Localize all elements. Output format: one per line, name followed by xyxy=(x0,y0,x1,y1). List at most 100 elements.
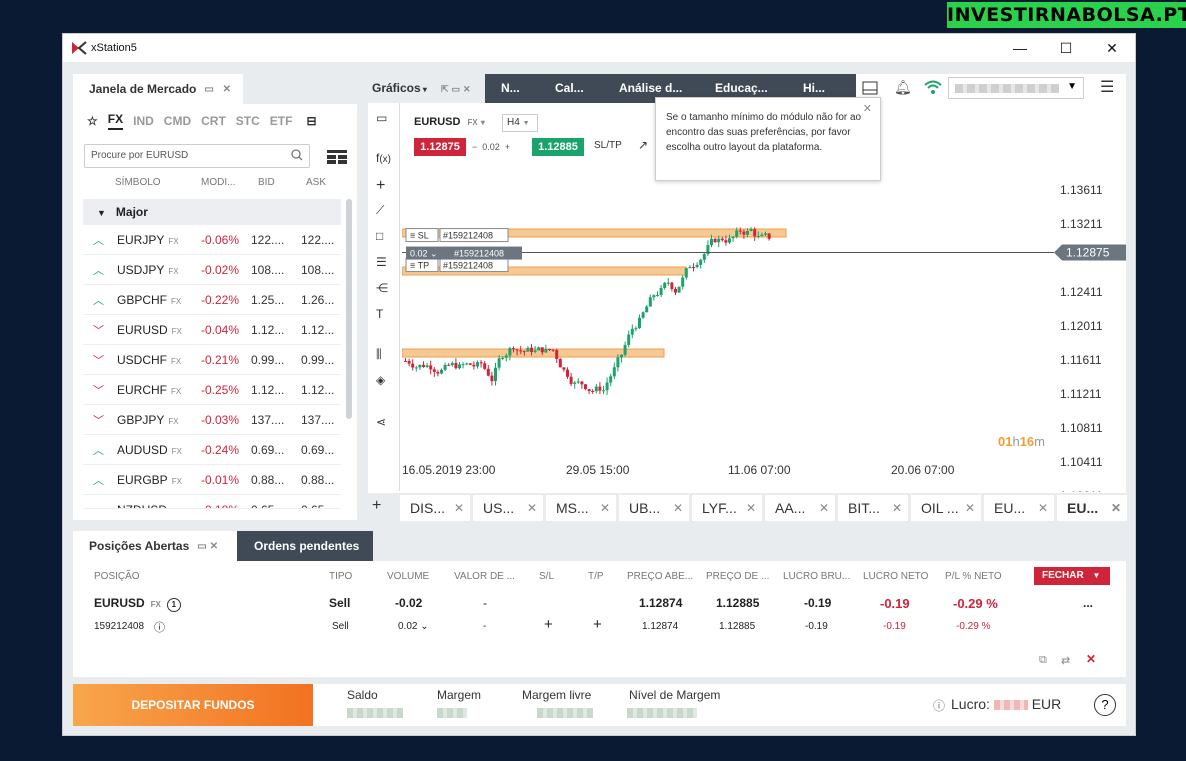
close-tab-icon[interactable]: ✕ xyxy=(964,501,975,515)
text-tool-icon[interactable]: T xyxy=(376,307,384,321)
instrument-tab[interactable]: MS... ✕ xyxy=(546,495,616,521)
price-chart[interactable]: 1.13611 1.13211 1.12411 1.12011 1.11611 1.112… xyxy=(402,154,1126,492)
positions-col[interactable]: PREÇO DE ... xyxy=(706,571,770,582)
position-sl[interactable]: + xyxy=(544,616,553,633)
favorites-star-icon[interactable]: ☆ xyxy=(87,114,98,128)
row-ask[interactable]: 1.12... xyxy=(301,383,335,397)
instrument-tab[interactable]: LYF... ✕ xyxy=(692,495,762,521)
positions-col[interactable]: POSIÇÃO xyxy=(94,571,140,582)
tab-ind[interactable]: IND xyxy=(133,114,154,128)
tab-pending-orders[interactable]: Ordens pendentes xyxy=(237,531,373,561)
tab-cmd[interactable]: CMD xyxy=(163,114,192,128)
window-controls-icon[interactable]: ⇱▭✕ xyxy=(440,84,474,94)
tab-news[interactable]: N... xyxy=(501,81,520,95)
crosshair-icon[interactable]: + xyxy=(376,177,386,194)
window-controls-icon[interactable]: ▭ ✕ xyxy=(204,83,234,95)
positions-col[interactable]: LUCRO NETO xyxy=(863,571,929,582)
search-input[interactable]: Procure por EURUSD xyxy=(84,144,310,168)
function-icon[interactable]: f(x) xyxy=(376,151,392,165)
positions-col[interactable]: S/L xyxy=(539,571,555,582)
instrument-tab[interactable]: DIS... ✕ xyxy=(400,495,470,521)
reverse-icon[interactable]: ⇄ xyxy=(1061,655,1071,667)
close-tab-icon[interactable]: ✕ xyxy=(672,501,683,515)
market-row[interactable]: ﹀ EURUSD FX -0.04% 1.12... 1.12... xyxy=(83,315,341,345)
screen-icon[interactable]: ▭ xyxy=(376,111,388,125)
row-ask[interactable]: 0.88... xyxy=(301,473,335,487)
tab-etf[interactable]: ETF xyxy=(269,114,293,128)
tab-crt[interactable]: CRT xyxy=(201,114,226,128)
info-icon[interactable]: ⓘ xyxy=(933,699,946,713)
positions-col[interactable]: TIPO xyxy=(329,571,353,582)
col-ask[interactable]: ASK xyxy=(306,177,327,188)
row-bid[interactable]: 1.12... xyxy=(251,383,285,397)
tab-graficos[interactable]: Gráficos ▾ ⇱▭✕ xyxy=(368,74,485,103)
instrument-tab[interactable]: AA... ✕ xyxy=(765,495,835,521)
market-row[interactable]: ﹀ EURCHF FX -0.25% 1.12... 1.12... xyxy=(83,375,341,405)
inbox-icon[interactable]: ⊟ xyxy=(306,114,317,128)
col-mod[interactable]: MODI... xyxy=(201,177,236,188)
instrument-tab[interactable]: BIT... ✕ xyxy=(838,495,908,521)
row-ask[interactable]: 0.99... xyxy=(301,353,335,367)
close-position-icon[interactable]: ✕ xyxy=(1086,652,1097,666)
positions-col[interactable]: P/L % NETO xyxy=(945,571,1002,582)
row-bid[interactable]: 0.69... xyxy=(251,443,285,457)
position-tp[interactable]: + xyxy=(593,616,602,633)
close-icon[interactable]: ✕ xyxy=(1106,39,1118,56)
close-tab-icon[interactable]: ✕ xyxy=(891,501,902,515)
col-symbol[interactable]: SÍMBOLO xyxy=(115,177,161,188)
instrument-tab[interactable]: EU... ✕ xyxy=(1057,495,1127,521)
bell-icon[interactable]: 🔔︎ xyxy=(894,79,912,95)
row-ask[interactable]: 1.26... xyxy=(301,293,335,307)
layout-icon[interactable] xyxy=(862,80,878,96)
row-ask[interactable]: 137.... xyxy=(301,413,335,427)
tab-education[interactable]: Educaç... xyxy=(715,81,768,95)
close-tab-icon[interactable]: ✕ xyxy=(453,501,464,515)
row-ask[interactable]: 108.... xyxy=(301,263,335,277)
group-major[interactable]: ▼ Major xyxy=(83,199,341,225)
close-tab-icon[interactable]: ✕ xyxy=(526,501,537,515)
market-row[interactable]: ︿ AUDUSD FX -0.24% 0.69... 0.69... xyxy=(83,435,341,465)
position-info-icon[interactable]: ⓘ xyxy=(154,622,165,634)
maximize-icon[interactable]: ☐ xyxy=(1059,39,1073,56)
tab-stc[interactable]: STC xyxy=(235,114,260,128)
market-row[interactable]: ︿ USDJPY FX -0.02% 108.... 108.... xyxy=(83,255,341,285)
tab-market-window[interactable]: Janela de Mercado ▭ ✕ xyxy=(73,74,243,104)
row-bid[interactable]: 1.12... xyxy=(251,323,285,337)
indicators-icon[interactable]: ⫼ xyxy=(376,347,382,361)
col-bid[interactable]: BID xyxy=(258,177,275,188)
positions-col[interactable]: PREÇO ABE... xyxy=(627,571,694,582)
positions-col[interactable]: VOLUME xyxy=(387,571,430,582)
row-bid[interactable]: 108.... xyxy=(251,263,285,277)
row-bid[interactable]: 122.... xyxy=(251,233,285,247)
instrument-tab[interactable]: UB... ✕ xyxy=(619,495,689,521)
buy-button[interactable]: 1.12885 xyxy=(532,138,584,156)
position-group-symbol[interactable]: EURUSD FX 1 xyxy=(94,596,181,612)
window-controls-icon[interactable]: ▭✕ xyxy=(197,540,222,552)
row-bid[interactable]: 137.... xyxy=(251,413,285,427)
group-more[interactable]: ... xyxy=(1083,596,1094,610)
row-ask[interactable]: 122.... xyxy=(301,233,335,247)
share-icon[interactable]: ⋖ xyxy=(376,415,387,429)
layers-icon[interactable]: ◈ xyxy=(376,373,386,387)
close-tab-icon[interactable]: ✕ xyxy=(1037,501,1048,515)
line-tool-icon[interactable]: ⟋ xyxy=(376,203,385,217)
row-bid[interactable]: 0.88... xyxy=(251,473,285,487)
add-tab-icon[interactable]: + xyxy=(372,497,382,514)
minimize-icon[interactable]: — xyxy=(1013,40,1027,56)
market-row[interactable]: ﹀ GBPJPY FX -0.03% 137.... 137.... xyxy=(83,405,341,435)
help-button[interactable]: ? xyxy=(1094,694,1116,716)
market-row[interactable]: ︿ NZDUSDFX -0.18% 0.65... 0.65... xyxy=(83,495,341,509)
row-bid[interactable]: 1.25... xyxy=(251,293,285,307)
tab-open-positions[interactable]: Posições Abertas ▭✕ xyxy=(73,531,237,561)
account-select[interactable]: ▼ xyxy=(948,77,1084,99)
copy-icon[interactable]: ⧉ xyxy=(1039,654,1047,666)
positions-col[interactable]: LUCRO BRU... xyxy=(783,571,851,582)
close-tab-icon[interactable]: ✕ xyxy=(599,501,610,515)
volume-stepper[interactable]: − 0.02 + xyxy=(472,142,511,152)
instrument-tab[interactable]: US... ✕ xyxy=(473,495,543,521)
positions-col[interactable]: VALOR DE ... xyxy=(454,571,515,582)
deposit-button[interactable]: DEPOSITAR FUNDOS xyxy=(73,684,313,726)
sell-button[interactable]: 1.12875 xyxy=(414,138,466,156)
menu-icon[interactable]: ☰ xyxy=(1100,79,1115,96)
fibonacci-icon[interactable]: ☰ xyxy=(376,255,387,269)
